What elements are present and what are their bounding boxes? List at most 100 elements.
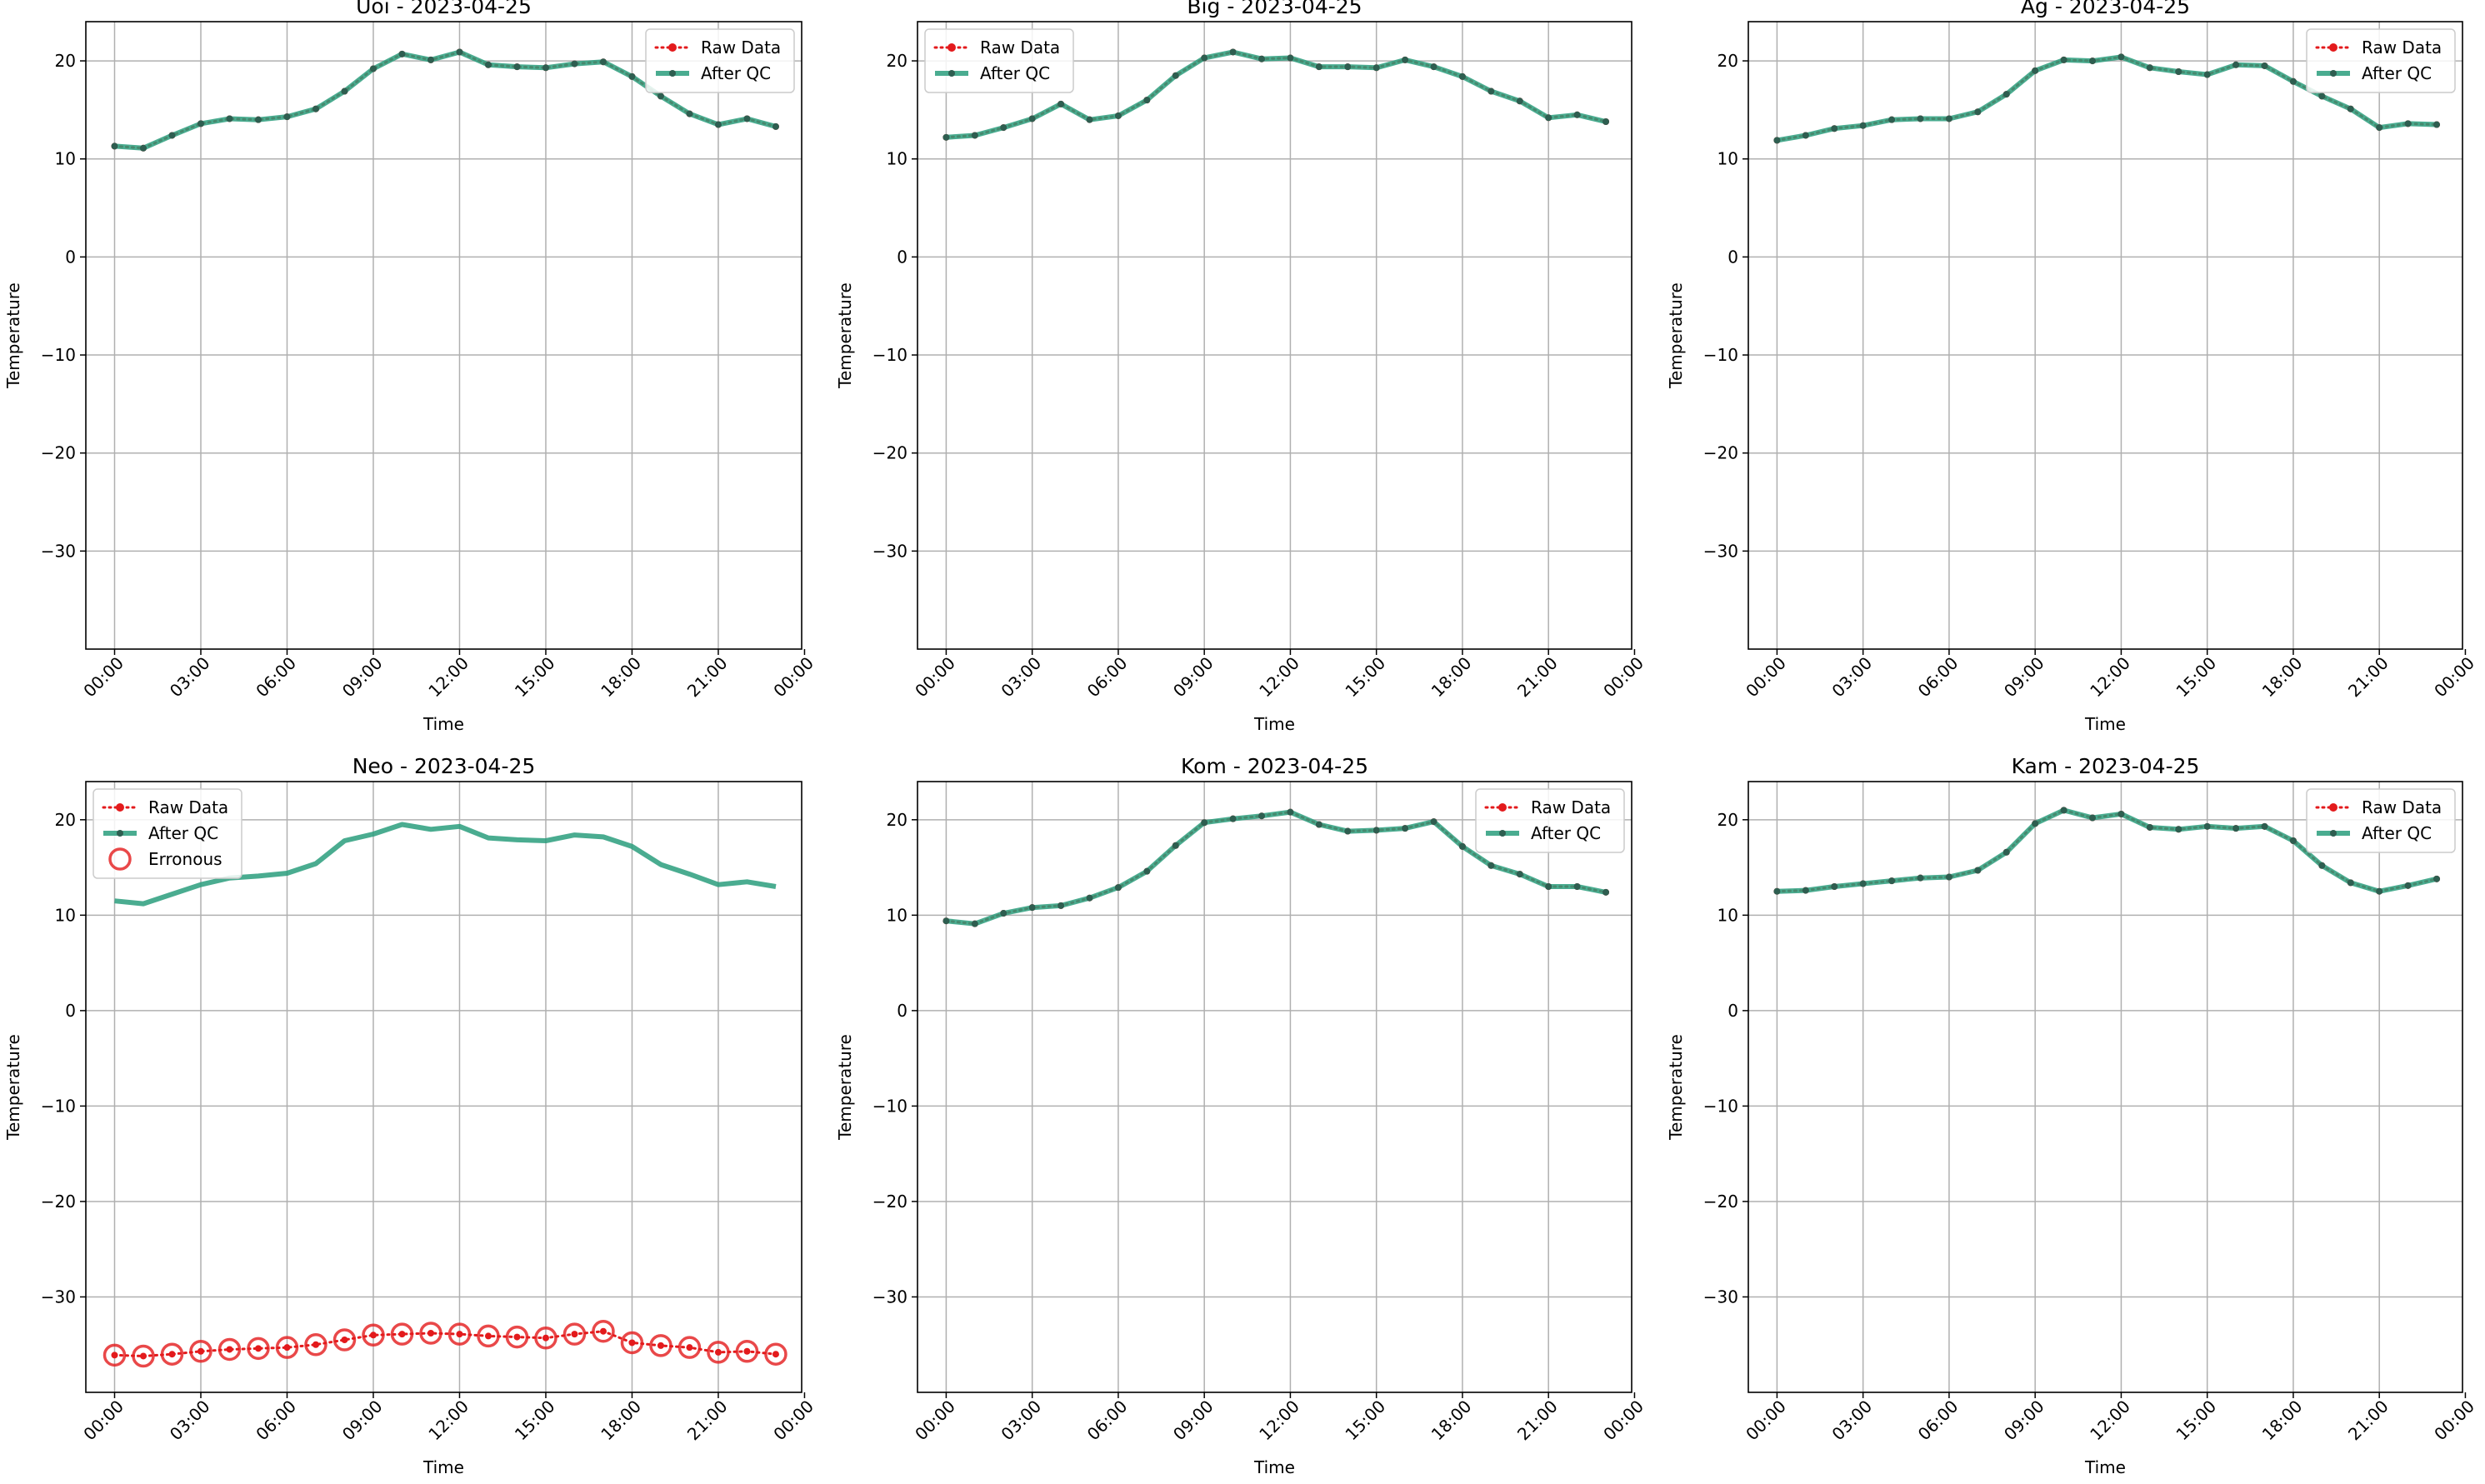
after-qc-point [2376, 887, 2383, 895]
chart-title: Neo - 2023-04-25 [352, 754, 536, 778]
after-qc-point [1315, 821, 1322, 828]
after-qc-point [1516, 97, 1523, 105]
axes-frame [85, 781, 802, 1393]
y-tick-label: 10 [887, 149, 908, 169]
after-qc-point [1028, 904, 1036, 912]
after-qc-point [714, 121, 722, 128]
chart-panel: −30 −20 −10 0 10 20 00:00 03:00 06:00 09:00 12:00 1… [1666, 0, 2478, 734]
plot-area [111, 48, 779, 152]
x-tick-label: 03:00 [1828, 1397, 1876, 1445]
y-axis-label: Temperature [1666, 282, 1686, 389]
raw-data-point [427, 1329, 434, 1337]
after-qc-point [1430, 63, 1438, 71]
y-tick-label: −20 [1703, 443, 1738, 463]
erronous-point [332, 1328, 357, 1352]
after-qc-line [1776, 54, 2438, 143]
after-qc-point [1573, 882, 1581, 890]
x-tick-label: 00:00 [79, 1397, 128, 1445]
erronous-point [160, 1342, 184, 1366]
after-qc-point [1344, 827, 1352, 835]
x-tick-label: 15:00 [511, 1397, 559, 1445]
legend-label: Raw Data [148, 797, 228, 817]
after-qc-point [1172, 72, 1179, 79]
x-tick-label: 09:00 [338, 1397, 387, 1445]
after-qc-point [111, 142, 118, 150]
after-qc-line [946, 809, 1607, 927]
raw-data-point [513, 1333, 521, 1341]
after-qc-point [1344, 63, 1352, 71]
raw-data-point [139, 1352, 147, 1360]
after-qc-point [1917, 874, 1924, 882]
y-tick-label: 10 [887, 905, 908, 925]
legend-label: Raw Data [980, 37, 1060, 57]
y-tick-label: −30 [1703, 1287, 1738, 1307]
after-qc-point [2289, 77, 2297, 85]
after-qc-point [139, 144, 147, 152]
raw-data-point [657, 1342, 664, 1349]
legend-marker-after-qc [117, 830, 123, 837]
erronous-point [707, 1341, 730, 1364]
after-qc-point [168, 132, 176, 139]
x-tick-label: 06:00 [1083, 653, 1132, 702]
legend: Raw Data After QC [2306, 788, 2456, 853]
axes-frame [917, 781, 1632, 1393]
y-tick-label: 20 [55, 810, 76, 830]
plot-area [102, 822, 788, 1368]
erronous-point [735, 1340, 759, 1363]
erronous-point [764, 1342, 788, 1366]
legend-label: After QC [148, 823, 218, 843]
x-tick-label: 00:00 [1742, 1397, 1790, 1445]
after-qc-point [427, 56, 434, 63]
legend-marker-raw-data [2329, 803, 2338, 812]
chart-title: Kom - 2023-04-25 [1181, 754, 1368, 778]
after-qc-point [2232, 61, 2240, 68]
raw-data-point [628, 1339, 636, 1347]
after-qc-point [942, 917, 950, 925]
after-qc-point [971, 920, 978, 927]
x-tick-label: 21:00 [683, 653, 732, 702]
plot-area [1773, 807, 2441, 895]
x-tick-label: 03:00 [166, 1397, 214, 1445]
raw-data-point [542, 1334, 549, 1342]
x-tick-label: 00:00 [1599, 653, 1648, 702]
after-qc-point [1143, 867, 1151, 875]
legend-marker-raw-data [2329, 43, 2338, 52]
after-qc-point [1888, 116, 1896, 123]
x-tick-label: 00:00 [911, 653, 959, 702]
raw-data-point [226, 1346, 233, 1353]
legend: Raw Data After QC [1475, 788, 1625, 853]
chart-panel: −30 −20 −10 0 10 20 00:00 03:00 06:00 09:00 12:00 1… [835, 0, 1648, 734]
after-qc-point [1086, 894, 1093, 902]
x-tick-label: 15:00 [2172, 653, 2220, 702]
y-tick-label: −30 [41, 541, 76, 561]
after-qc-line [114, 822, 777, 907]
raw-data-point [254, 1345, 262, 1352]
x-tick-label: 12:00 [424, 653, 472, 702]
x-tick-label: 03:00 [997, 653, 1045, 702]
after-qc-point [1229, 815, 1237, 822]
legend: Raw Data After QC [924, 28, 1074, 93]
y-axis-label: Temperature [3, 1034, 23, 1141]
erronous-point [189, 1340, 212, 1363]
after-qc-point [1000, 910, 1008, 917]
y-tick-label: 0 [65, 247, 76, 267]
legend-marker-raw-data [948, 43, 956, 52]
x-tick-label: 00:00 [1599, 1397, 1648, 1445]
y-tick-label: −20 [41, 1192, 76, 1212]
x-axis-label: Time [2084, 714, 2126, 734]
y-tick-label: −10 [1703, 1096, 1738, 1116]
after-qc-point [2032, 820, 2039, 827]
after-qc-point [1488, 862, 1495, 869]
after-qc-point [1058, 902, 1065, 909]
after-qc-point [341, 87, 348, 95]
legend-label: After QC [980, 63, 1050, 83]
after-qc-point [1058, 100, 1065, 107]
y-tick-label: 0 [1728, 247, 1738, 267]
after-qc-point [1602, 118, 1610, 126]
y-tick-label: 10 [55, 905, 76, 925]
x-tick-label: 00:00 [2430, 1397, 2478, 1445]
y-axis-label: Temperature [835, 282, 855, 389]
legend-label: Raw Data [2362, 37, 2442, 57]
erronous-point [419, 1322, 442, 1345]
grid [918, 782, 1632, 1392]
